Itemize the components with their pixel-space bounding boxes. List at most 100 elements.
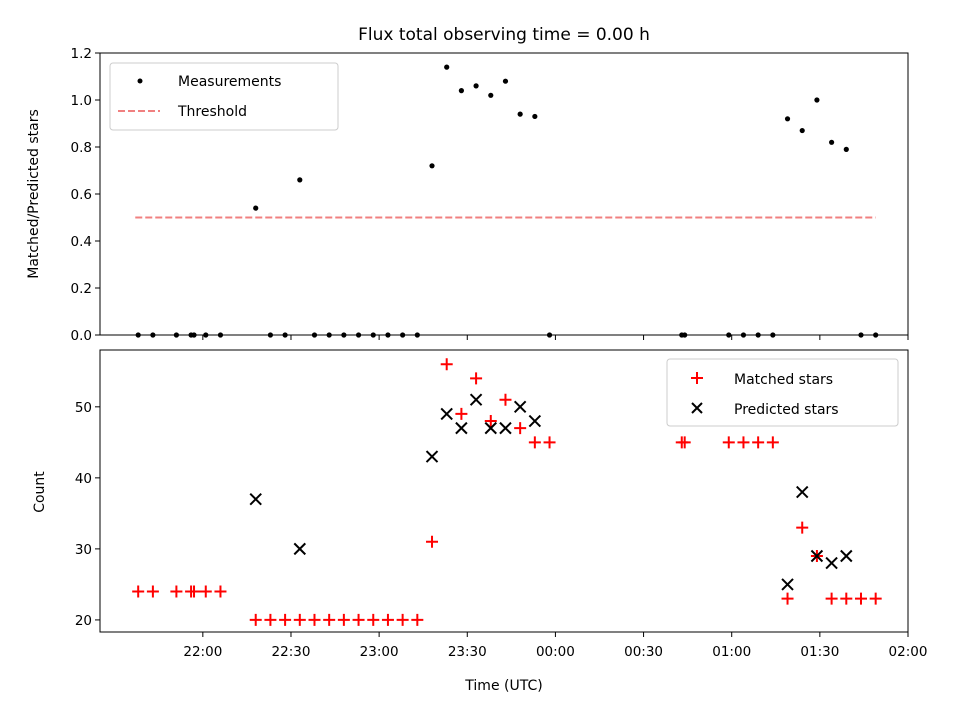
measurements-point [297, 177, 303, 183]
measurements-point [355, 332, 362, 338]
matched-stars-point [170, 585, 183, 598]
matched-stars-point [367, 613, 380, 626]
matched-stars-point [796, 521, 809, 534]
predicted-stars-point [810, 549, 824, 563]
measurements-point [799, 127, 805, 134]
measurements-point [326, 332, 332, 338]
measurements-point [829, 139, 835, 145]
matched-stars-point [199, 585, 212, 598]
x-tick-label: 22:30 [272, 644, 311, 660]
measurements-point [173, 332, 179, 338]
matched-stars-point [484, 415, 497, 428]
matched-stars-point [411, 613, 424, 626]
legend-predicted-marker [691, 402, 703, 414]
matched-stars-point [825, 592, 838, 605]
measurements-point [429, 163, 435, 169]
legend-predicted-label: Predicted stars [734, 402, 839, 418]
measurements-point [400, 332, 406, 338]
measurements-point [784, 116, 791, 122]
top-y-tick-label: 0.0 [71, 328, 92, 344]
predicted-stars-point [425, 450, 439, 463]
measurements-point [546, 332, 553, 338]
predicted-stars-point [293, 542, 307, 556]
bottom-y-tick-label: 30 [75, 542, 92, 558]
measurements-point [458, 88, 464, 94]
measurements-point [203, 332, 209, 338]
measurements-point [726, 332, 732, 338]
matched-stars-point [470, 372, 483, 385]
bottom-legend-box [666, 358, 899, 427]
measurements-point [532, 113, 538, 120]
predicted-stars-point [528, 414, 542, 428]
predicted-stars-point [796, 485, 809, 499]
measurements-point [217, 332, 224, 338]
top-y-tick-label: 0.2 [71, 281, 92, 297]
matched-stars-point [499, 393, 512, 406]
matched-stars-point [293, 613, 306, 626]
measurements-point [502, 78, 509, 84]
bottom-plot-area: 20 30 40 50 22:00 22:30 23:00 23:30 00:00 00:30 01… [75, 349, 928, 660]
x-tick-label: 02:00 [889, 644, 928, 660]
matched-stars-point [146, 585, 159, 598]
bottom-y-axis-label: Count [32, 471, 48, 513]
x-tick-label: 01:30 [800, 644, 839, 660]
legend-matched-label: Matched stars [734, 372, 833, 388]
measurements-point [341, 332, 347, 338]
top-chart-title: Flux total observing time = 0.00 h [358, 25, 650, 45]
measurements-point [311, 332, 318, 338]
measurements-point [473, 83, 479, 89]
predicted-stars-point [840, 549, 853, 563]
matched-stars-point [249, 613, 262, 626]
x-tick-label: 00:30 [624, 644, 663, 660]
legend-measurements-label: Measurements [178, 74, 281, 90]
matched-stars-point [308, 613, 321, 626]
matched-stars-point [132, 585, 145, 598]
x-tick-label: 22:00 [183, 644, 222, 660]
measurements-point [814, 97, 820, 103]
matched-stars-point [440, 358, 453, 371]
measurements-point [843, 146, 849, 152]
legend-matched-marker [691, 372, 703, 384]
matched-stars-point [722, 436, 735, 449]
measurements-point [282, 332, 288, 338]
matched-stars-point [737, 436, 750, 449]
x-tick-label: 01:00 [712, 644, 751, 660]
measurements-point [444, 64, 450, 70]
top-y-tick-label: 0.8 [71, 140, 92, 156]
matched-stars-point [840, 592, 853, 605]
top-y-tick-label: 0.6 [71, 187, 92, 203]
measurements-point [873, 332, 879, 338]
measurements-point [755, 332, 761, 338]
matched-stars-point [528, 436, 541, 449]
bottom-y-tick-label: 50 [75, 400, 92, 416]
predicted-stars-point [440, 407, 453, 421]
predicted-stars-point [781, 578, 794, 591]
predicted-stars-point [499, 421, 512, 435]
measurements-point [488, 92, 494, 98]
predicted-stars-point [469, 393, 483, 406]
legend-measurements-marker [137, 78, 143, 84]
top-plot-area: 0.0 0.2 0.4 0.6 0.8 1.0 1.2 [71, 46, 909, 344]
matched-stars-point [543, 436, 556, 449]
matched-stars-point [514, 422, 527, 435]
x-axis-label: Time (UTC) [464, 678, 542, 694]
matched-stars-point [455, 407, 468, 420]
predicted-stars-point [484, 421, 497, 435]
measurements-point [517, 111, 523, 117]
bottom-axes-frame [99, 349, 909, 633]
bottom-y-tick-label: 40 [75, 471, 92, 487]
matched-stars-point [381, 613, 394, 626]
top-y-tick-label: 1.0 [71, 93, 92, 109]
matched-stars-point [396, 613, 409, 626]
legend-threshold-label: Threshold [177, 104, 247, 120]
x-tick-label: 00:00 [536, 644, 575, 660]
matched-stars-point [678, 436, 691, 449]
bottom-legend: Matched stars Predicted stars [666, 358, 899, 427]
measurements-point [858, 332, 864, 338]
matched-stars-point [766, 436, 779, 449]
measurements-point [150, 332, 156, 338]
measurements-point [414, 332, 420, 338]
matched-stars-point [869, 592, 882, 605]
matched-stars-point [264, 613, 277, 626]
